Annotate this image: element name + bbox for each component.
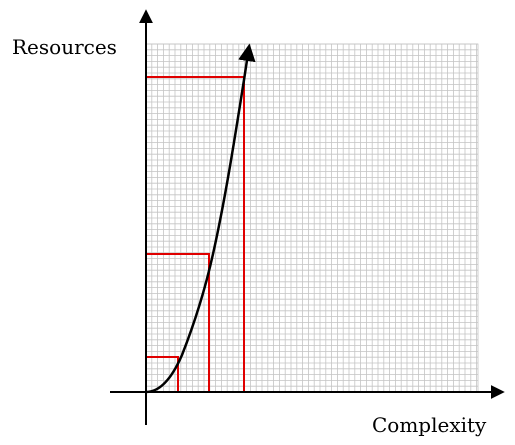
y-axis-label: Resources bbox=[12, 35, 117, 59]
background-grid bbox=[145, 43, 479, 393]
guide-line-mid bbox=[146, 253, 210, 392]
guide-line-low bbox=[146, 356, 179, 392]
resource-curve bbox=[145, 43, 256, 394]
axes bbox=[110, 9, 505, 425]
x-axis-label: Complexity bbox=[372, 413, 487, 437]
